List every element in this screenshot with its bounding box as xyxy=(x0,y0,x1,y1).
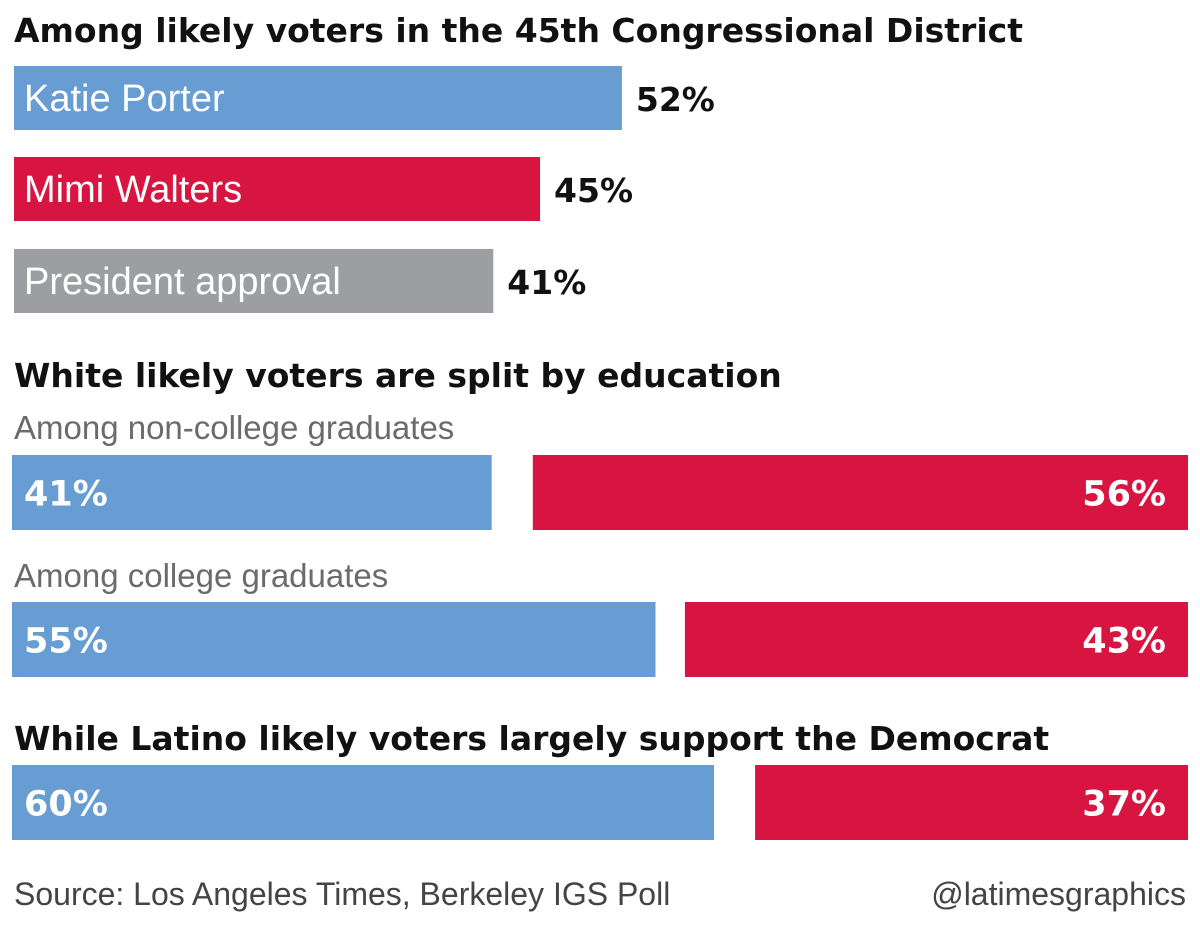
college-republican-value: 43% xyxy=(1082,622,1166,662)
bar-president-approval xyxy=(14,249,494,313)
credit-note: @latimesgraphics xyxy=(931,876,1186,912)
college-democrat-value: 55% xyxy=(24,622,108,662)
college-republican-bar xyxy=(684,602,1188,677)
latino-republican-bar xyxy=(755,765,1188,840)
bar-label: President approval xyxy=(24,261,341,303)
section-3-heading: While Latino likely voters largely suppo… xyxy=(14,719,1049,758)
bar-label: Mimi Walters xyxy=(24,169,242,211)
non-college-republican-bar xyxy=(532,455,1188,530)
section-2-group-2-label: Among college graduates xyxy=(14,557,388,594)
section-3-bars: 60% 37% xyxy=(12,765,1188,840)
section-2-heading: White likely voters are split by educati… xyxy=(14,356,782,395)
section-1-heading: Among likely voters in the 45th Congress… xyxy=(14,11,1023,50)
latino-democrat-bar xyxy=(12,765,714,840)
non-college-democrat-bar xyxy=(12,455,492,530)
value-label: 52% xyxy=(636,80,715,119)
source-note: Source: Los Angeles Times, Berkeley IGS … xyxy=(14,876,670,912)
value-label: 45% xyxy=(554,171,633,210)
bar-mimi-walters xyxy=(14,157,541,221)
section-1-bars: Katie Porter 52% Mimi Walters 45% President … xyxy=(14,66,715,313)
college-democrat-bar xyxy=(12,602,656,677)
latino-democrat-value: 60% xyxy=(24,785,108,825)
bar-katie-porter xyxy=(14,66,622,130)
value-label: 41% xyxy=(507,263,586,302)
non-college-republican-value: 56% xyxy=(1082,475,1166,515)
bar-label: Katie Porter xyxy=(24,78,225,120)
section-2-bars: 41% 56% 55% 43% xyxy=(12,455,1188,677)
non-college-democrat-value: 41% xyxy=(24,475,108,515)
section-2-group-1-label: Among non-college graduates xyxy=(14,409,454,446)
latino-republican-value: 37% xyxy=(1082,785,1166,825)
